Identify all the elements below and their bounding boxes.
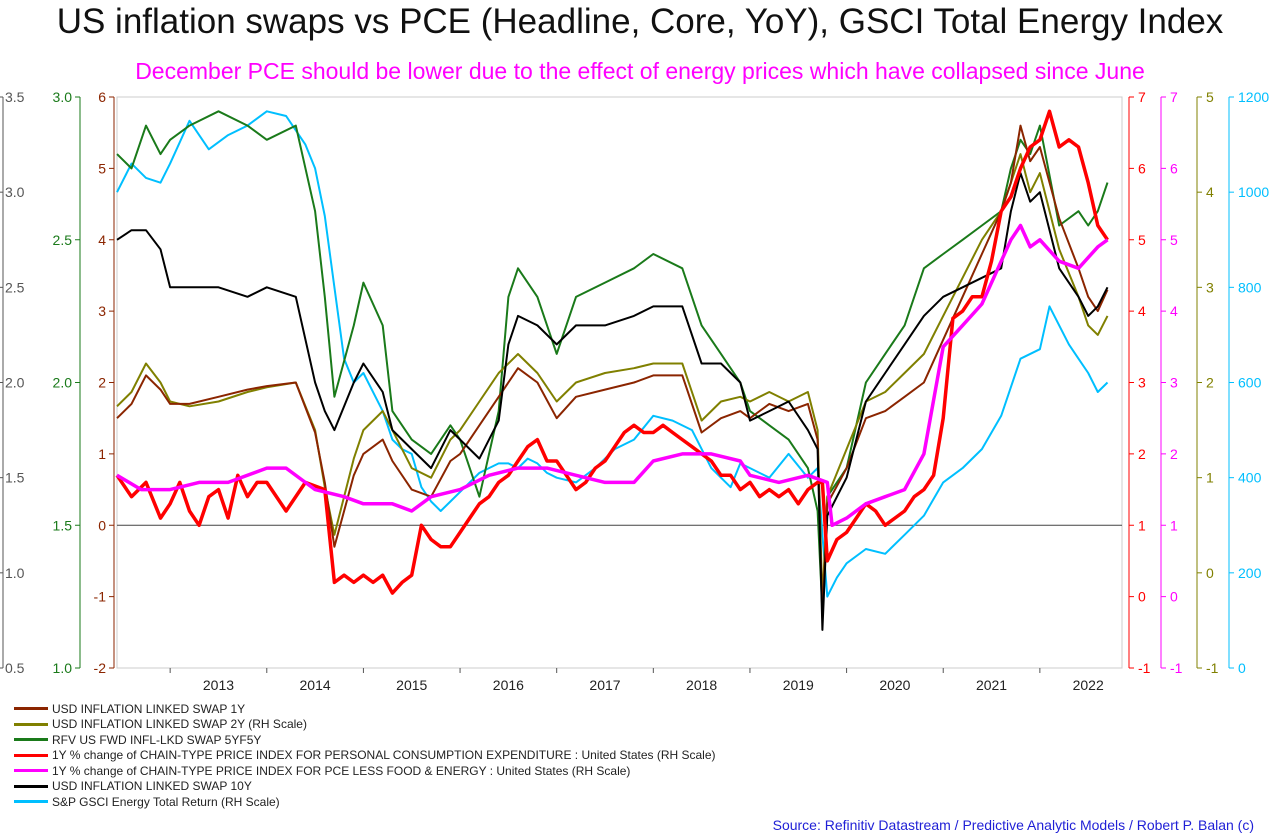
x-tick-label: 2014	[300, 677, 331, 693]
series-line-4	[116, 223, 1109, 528]
series-line-6	[116, 110, 1109, 598]
y-tick-label-swap10y: 3.0	[5, 184, 25, 200]
y-tick-label-fwd5y5y: 2.0	[53, 375, 73, 391]
x-tick-label: 2019	[783, 677, 814, 693]
y-tick-label-pce: 3	[1138, 375, 1146, 391]
legend-item: USD INFLATION LINKED SWAP 2Y (RH Scale)	[14, 717, 716, 733]
y-tick-label-pce: 4	[1138, 303, 1146, 319]
y-tick-label-corepce: 0	[1170, 589, 1178, 605]
y-tick-label-swap10y: 2.0	[5, 375, 25, 391]
y-tick-label-gsci: 0	[1238, 660, 1246, 676]
legend-label: USD INFLATION LINKED SWAP 10Y	[52, 779, 252, 794]
chart-title: US inflation swaps vs PCE (Headline, Cor…	[56, 2, 1224, 41]
legend-swatch	[14, 769, 48, 773]
y-tick-label-pce: 2	[1138, 446, 1146, 462]
y-tick-label-corepce: 7	[1170, 89, 1178, 105]
y-tick-label-corepce: -1	[1170, 660, 1183, 676]
legend-swatch	[14, 784, 48, 788]
y-tick-label-swap2y: 0	[1206, 565, 1214, 581]
y-tick-label-swap1y: 3	[98, 303, 106, 319]
legend-swatch	[14, 707, 48, 711]
legend-label: 1Y % change of CHAIN-TYPE PRICE INDEX FO…	[52, 748, 716, 763]
legend-swatch	[14, 800, 48, 804]
y-tick-label-gsci: 1200	[1238, 89, 1269, 105]
y-tick-label-pce: 6	[1138, 160, 1146, 176]
legend-item: S&P GSCI Energy Total Return (RH Scale)	[14, 794, 716, 810]
y-tick-label-swap10y: 2.5	[5, 279, 25, 295]
y-tick-label-fwd5y5y: 2.5	[53, 232, 73, 248]
x-tick-label: 2013	[203, 677, 234, 693]
y-tick-label-swap10y: 0.5	[5, 660, 25, 676]
y-tick-label-gsci: 600	[1238, 375, 1262, 391]
legend-item: USD INFLATION LINKED SWAP 10Y	[14, 779, 716, 795]
y-tick-label-gsci: 400	[1238, 470, 1262, 486]
legend: USD INFLATION LINKED SWAP 1Y USD INFLATIO…	[14, 701, 716, 810]
x-tick-label: 2016	[493, 677, 524, 693]
chart-area: 2013 2014 2015 2016 2017 2018 2019 2020 2021 2022…	[0, 89, 1269, 693]
y-tick-label-swap10y: 1.0	[5, 565, 25, 581]
legend-item: 1Y % change of CHAIN-TYPE PRICE INDEX FO…	[14, 763, 716, 779]
legend-swatch	[14, 722, 48, 726]
series-line-3	[115, 109, 1109, 595]
x-tick-label: 2021	[976, 677, 1007, 693]
source-note: Source: Refinitiv Datastream / Predictiv…	[772, 817, 1254, 833]
x-tick-label: 2022	[1073, 677, 1104, 693]
legend-item: 1Y % change of CHAIN-TYPE PRICE INDEX FO…	[14, 748, 716, 764]
chart-subtitle: December PCE should be lower due to the …	[135, 58, 1145, 84]
y-tick-label-gsci: 800	[1238, 279, 1262, 295]
x-tick-label: 2015	[396, 677, 427, 693]
series-line-5	[116, 172, 1109, 631]
y-tick-label-corepce: 5	[1170, 232, 1178, 248]
y-tick-label-swap2y: 4	[1206, 184, 1214, 200]
y-tick-label-corepce: 2	[1170, 446, 1178, 462]
y-tick-label-swap1y: 2	[98, 375, 106, 391]
y-tick-label-corepce: 6	[1170, 160, 1178, 176]
y-tick-label-fwd5y5y: 3.0	[53, 89, 73, 105]
y-tick-label-fwd5y5y: 1.5	[53, 517, 73, 533]
legend-label: S&P GSCI Energy Total Return (RH Scale)	[52, 794, 280, 809]
series-line-1	[116, 153, 1109, 603]
y-tick-label-swap1y: 0	[98, 517, 106, 533]
y-tick-label-swap2y: 3	[1206, 279, 1214, 295]
legend-label: RFV US FWD INFL-LKD SWAP 5YF5Y	[52, 732, 262, 747]
y-tick-label-pce: 0	[1138, 589, 1146, 605]
plot-frame	[116, 96, 1123, 669]
y-tick-label-pce: 5	[1138, 232, 1146, 248]
y-tick-label-corepce: 3	[1170, 375, 1178, 391]
y-tick-label-pce: -1	[1138, 660, 1151, 676]
y-tick-label-swap1y: -1	[94, 589, 107, 605]
x-tick-label: 2020	[879, 677, 910, 693]
y-tick-label-swap1y: 6	[98, 89, 106, 105]
legend-swatch	[14, 753, 48, 757]
legend-swatch	[14, 738, 48, 742]
series-line-2	[116, 110, 1109, 612]
y-tick-label-corepce: 1	[1170, 517, 1178, 533]
y-tick-label-fwd5y5y: 1.0	[53, 660, 73, 676]
legend-item: RFV US FWD INFL-LKD SWAP 5YF5Y	[14, 732, 716, 748]
legend-label: 1Y % change of CHAIN-TYPE PRICE INDEX FO…	[52, 763, 631, 778]
y-tick-label-gsci: 200	[1238, 565, 1262, 581]
y-tick-label-corepce: 4	[1170, 303, 1178, 319]
legend-item: USD INFLATION LINKED SWAP 1Y	[14, 701, 716, 717]
x-tick-label: 2018	[686, 677, 717, 693]
series-line-0	[116, 124, 1109, 619]
legend-label: USD INFLATION LINKED SWAP 2Y (RH Scale)	[52, 717, 307, 732]
y-tick-label-gsci: 1000	[1238, 184, 1269, 200]
y-tick-label-swap2y: -1	[1206, 660, 1219, 676]
y-tick-label-swap1y: 1	[98, 446, 106, 462]
y-tick-label-swap1y: -2	[94, 660, 107, 676]
y-tick-label-swap1y: 5	[98, 160, 106, 176]
y-tick-label-swap1y: 4	[98, 232, 106, 248]
y-tick-label-swap2y: 2	[1206, 375, 1214, 391]
y-tick-label-swap10y: 1.5	[5, 470, 25, 486]
y-tick-label-pce: 1	[1138, 517, 1146, 533]
y-tick-label-swap2y: 5	[1206, 89, 1214, 105]
y-tick-label-pce: 7	[1138, 89, 1146, 105]
x-tick-label: 2017	[589, 677, 620, 693]
y-tick-label-swap10y: 3.5	[5, 89, 25, 105]
legend-label: USD INFLATION LINKED SWAP 1Y	[52, 701, 246, 716]
y-tick-label-swap2y: 1	[1206, 470, 1214, 486]
